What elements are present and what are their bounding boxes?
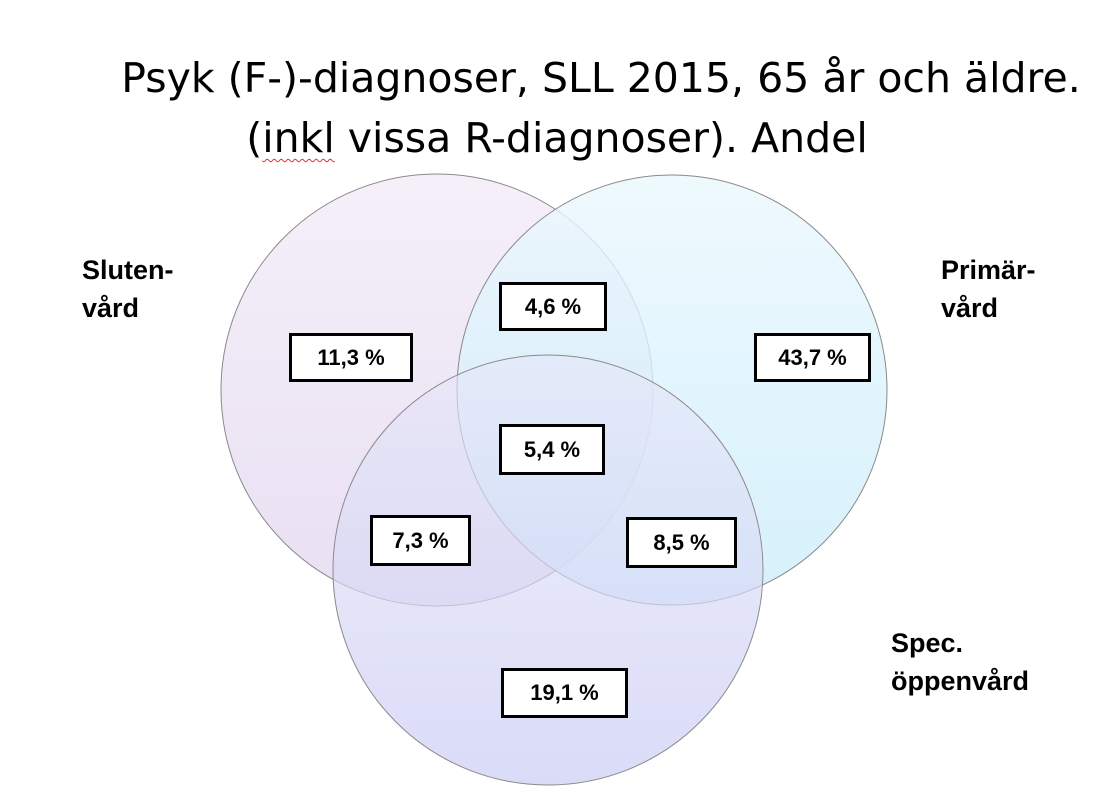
set-label-spec-oppenvard: Spec. öppenvård [891,624,1029,700]
set-label-slutenvard-line2: vård [82,293,140,323]
set-label-primarvard: Primär- vård [941,251,1036,327]
title-line-2-rest: vissa R-diagnoser). Andel [334,114,868,162]
set-label-spec-oppenvard-line1: Spec. [891,628,964,658]
set-label-primarvard-line2: vård [941,293,999,323]
value-spec-only: 19,1 % [501,668,628,718]
spec-circle [332,354,764,786]
title-line-1: Psyk (F-)-diagnoser, SLL 2015, 65 år och… [121,54,1081,102]
diagram-title: Psyk (F-)-diagnoser, SLL 2015, 65 år och… [0,48,1102,168]
title-line-2-underlined-word: inkl [262,114,335,162]
value-all-three: 5,4 % [499,424,605,475]
set-label-spec-oppenvard-line2: öppenvård [891,666,1030,696]
value-sluten-only: 11,3 % [289,333,413,382]
value-sluten-primar: 4,6 % [499,282,607,331]
value-primar-spec: 8,5 % [626,517,737,568]
set-label-slutenvard: Sluten- vård [82,251,174,327]
value-primar-only: 43,7 % [754,333,871,382]
value-sluten-spec: 7,3 % [370,515,471,566]
set-label-slutenvard-line1: Sluten- [82,255,174,285]
set-label-primarvard-line1: Primär- [941,255,1036,285]
title-line-2-open-paren: ( [246,114,263,162]
title-line-2: (inkl vissa R-diagnoser). Andel [0,108,1102,168]
